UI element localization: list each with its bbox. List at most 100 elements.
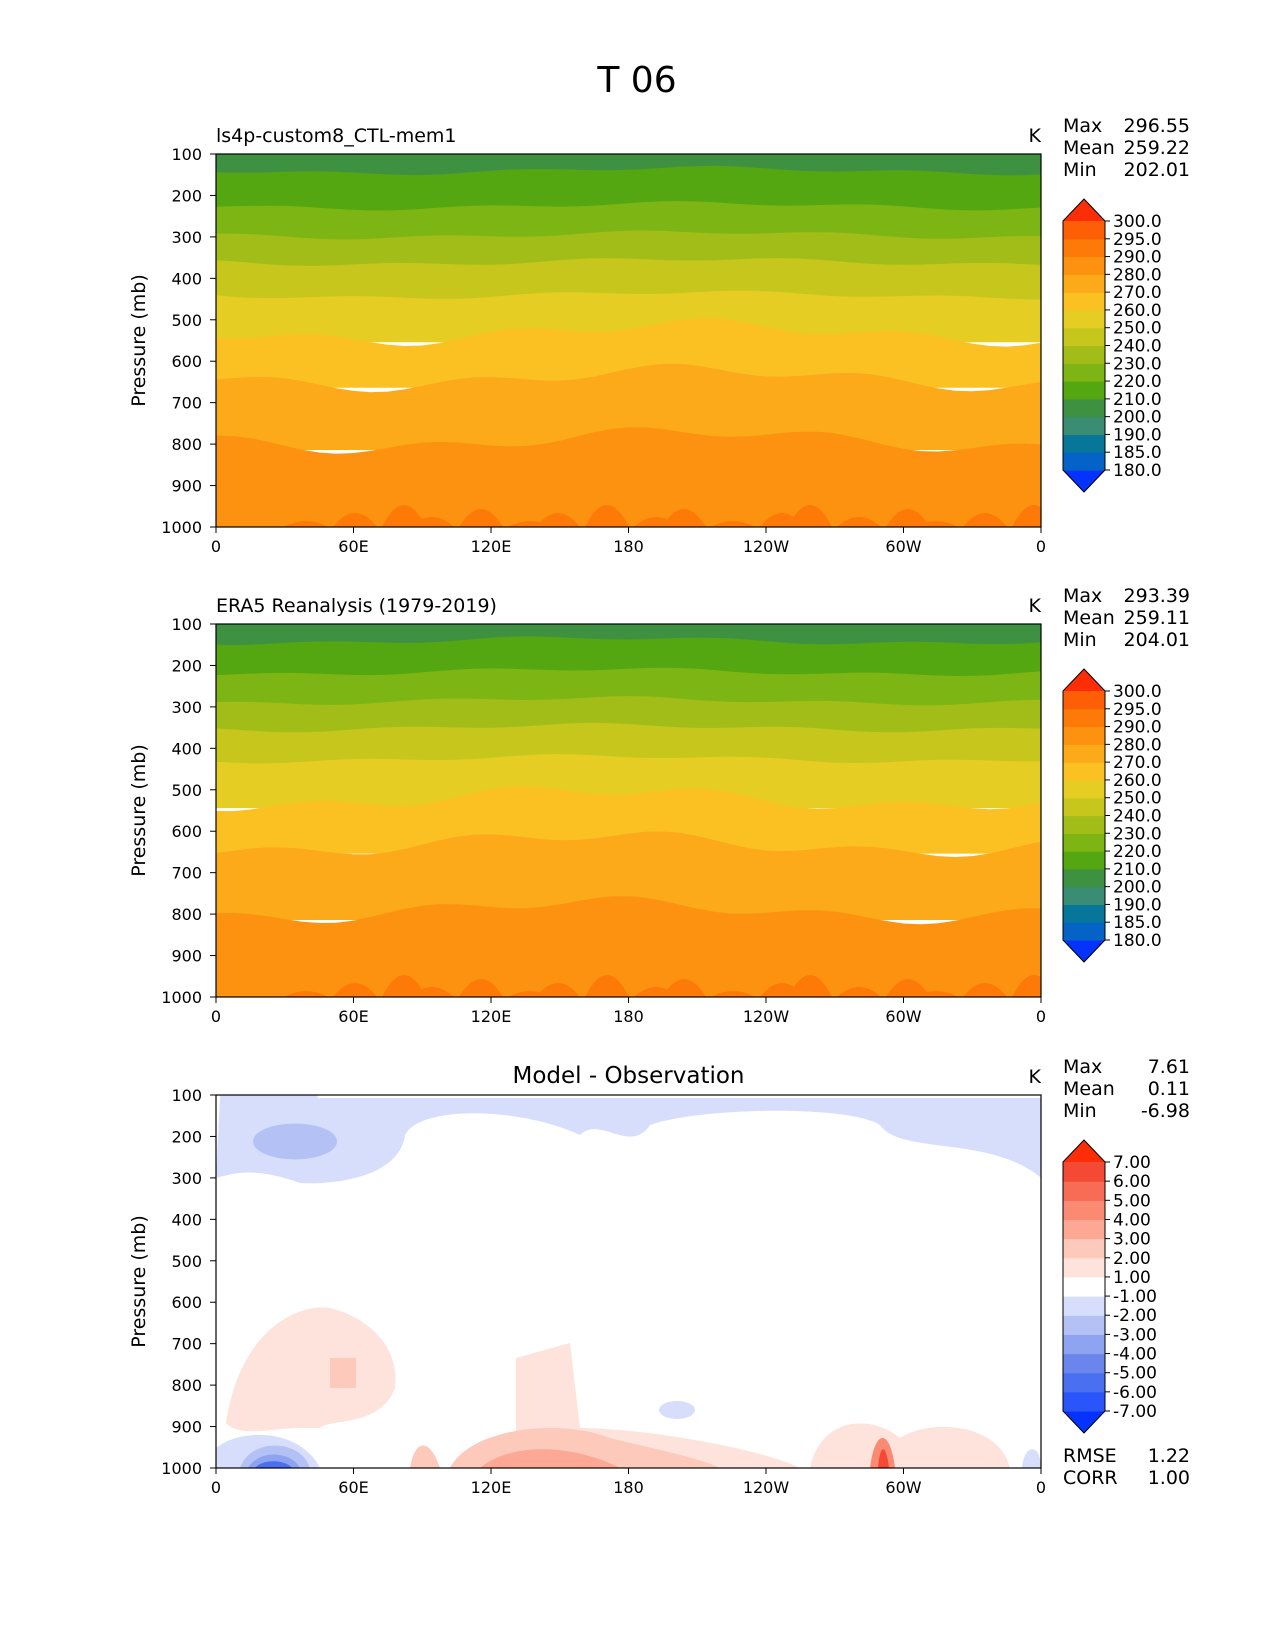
colorbar-label: 250.0 bbox=[1113, 789, 1162, 809]
colorbar-label: -7.00 bbox=[1113, 1402, 1157, 1422]
contour-band bbox=[216, 258, 1041, 305]
colorbar-label: 270.0 bbox=[1113, 283, 1162, 303]
colorbar-label: 190.0 bbox=[1113, 895, 1162, 915]
colorbar-label: 1.00 bbox=[1113, 1268, 1151, 1288]
panels: ls4p-custom8_CTL-mem1 K 100 200 300 400 500 600… bbox=[128, 115, 1190, 1497]
contour-band bbox=[216, 754, 1041, 809]
x-tick-label: 60W bbox=[885, 1007, 921, 1026]
warm-patch bbox=[914, 521, 958, 527]
colorbar-segment bbox=[1063, 851, 1105, 870]
y-tick-label: 300 bbox=[171, 698, 202, 717]
colorbar-label: -4.00 bbox=[1113, 1345, 1157, 1365]
y-axis-label: Pressure (mb) bbox=[128, 1215, 150, 1348]
y-tick-label: 900 bbox=[171, 947, 202, 966]
colorbar-label: 295.0 bbox=[1113, 700, 1162, 720]
contour-band bbox=[216, 290, 1041, 343]
x-tick-label: 120W bbox=[743, 1478, 790, 1497]
y-tick-label: 800 bbox=[171, 435, 202, 454]
warm-patch bbox=[459, 509, 503, 527]
warm-patch bbox=[963, 513, 1007, 527]
stat-value: 293.39 bbox=[1124, 585, 1190, 607]
units-label: K bbox=[1029, 595, 1042, 617]
colorbar-segment bbox=[1063, 691, 1105, 710]
x-tick-label: 0 bbox=[1036, 1007, 1046, 1026]
y-tick-label: 200 bbox=[171, 186, 202, 205]
y-tick-label: 600 bbox=[171, 352, 202, 371]
colorbar-label: 180.0 bbox=[1113, 461, 1162, 481]
warm-patch bbox=[662, 979, 706, 997]
contour-band bbox=[216, 896, 1041, 997]
colorbar-label: 3.00 bbox=[1113, 1230, 1151, 1250]
warm-patch bbox=[410, 987, 454, 997]
colorbar-segment bbox=[1063, 381, 1105, 400]
plot-area bbox=[216, 1095, 1041, 1468]
warm-patch bbox=[284, 991, 328, 997]
contour-band bbox=[216, 831, 1041, 920]
x-tick-label: 60E bbox=[338, 1007, 368, 1026]
colorbar-label: 300.0 bbox=[1113, 682, 1162, 702]
colorbar-label: -6.00 bbox=[1113, 1383, 1157, 1403]
x-tick-label: 60E bbox=[338, 1478, 368, 1497]
colorbar-label: -3.00 bbox=[1113, 1325, 1157, 1345]
x-tick-label: 60E bbox=[338, 537, 368, 556]
stat-label: Mean bbox=[1063, 607, 1115, 629]
y-tick-label: 1000 bbox=[161, 988, 202, 1007]
stat-value: 259.22 bbox=[1124, 137, 1190, 159]
units-label: K bbox=[1029, 125, 1042, 147]
y-tick-label: 900 bbox=[171, 1418, 202, 1437]
colorbar-label: 4.00 bbox=[1113, 1210, 1151, 1230]
colorbar-segment bbox=[1063, 345, 1105, 364]
warm-patch bbox=[886, 979, 930, 997]
colorbar-segment bbox=[1063, 1238, 1105, 1259]
y-tick-label: 100 bbox=[171, 615, 202, 634]
y-tick-label: 200 bbox=[171, 1127, 202, 1146]
colorbar-segment bbox=[1063, 256, 1105, 275]
colorbar-segment bbox=[1063, 886, 1105, 906]
warm-patch bbox=[788, 505, 832, 527]
stat-value: 296.55 bbox=[1124, 115, 1190, 137]
negative-spot bbox=[659, 1400, 695, 1419]
negative-min bbox=[255, 1461, 292, 1468]
stat-label: RMSE bbox=[1063, 1445, 1117, 1467]
colorbar-segment bbox=[1063, 221, 1105, 240]
colorbar-segment bbox=[1063, 1296, 1105, 1316]
colorbar-segment bbox=[1063, 904, 1105, 923]
colorbar-label: 300.0 bbox=[1113, 212, 1162, 232]
colorbar-label: 190.0 bbox=[1113, 425, 1162, 445]
colorbar-segment bbox=[1063, 363, 1105, 382]
colorbar-segment bbox=[1063, 762, 1105, 781]
stat-label: Min bbox=[1063, 1100, 1097, 1122]
x-tick-label: 120E bbox=[471, 1007, 512, 1026]
colorbar-label: 290.0 bbox=[1113, 718, 1162, 738]
warm-patch bbox=[284, 521, 328, 527]
y-axis-label: Pressure (mb) bbox=[128, 744, 150, 877]
y-tick-label: 200 bbox=[171, 656, 202, 675]
y-tick-label: 700 bbox=[171, 394, 202, 413]
colorbar-label: 200.0 bbox=[1113, 878, 1162, 898]
contour-band bbox=[216, 786, 1041, 854]
warm-patch bbox=[963, 983, 1007, 997]
contour-band bbox=[216, 363, 1041, 450]
colorbar-segment bbox=[1063, 434, 1105, 453]
stat-label: Mean bbox=[1063, 1078, 1115, 1100]
negative-region bbox=[1022, 1449, 1041, 1468]
colorbar-segment bbox=[1063, 1372, 1105, 1393]
colorbar-segment bbox=[1063, 274, 1105, 293]
colorbar-segment bbox=[1063, 726, 1105, 745]
contour-band bbox=[216, 722, 1041, 769]
panel-title: ls4p-custom8_CTL-mem1 bbox=[216, 125, 457, 147]
y-tick-label: 400 bbox=[171, 269, 202, 288]
y-tick-label: 700 bbox=[171, 864, 202, 883]
colorbar-label: 240.0 bbox=[1113, 807, 1162, 827]
warm-patch bbox=[837, 987, 881, 997]
colorbar-segment bbox=[1063, 744, 1105, 763]
colorbar-extend-min bbox=[1063, 940, 1105, 962]
stat-value: 1.22 bbox=[1148, 1445, 1190, 1467]
colorbar-label: 2.00 bbox=[1113, 1249, 1151, 1269]
positive-core bbox=[410, 1445, 440, 1468]
warm-patch bbox=[333, 513, 377, 527]
colorbar-label: 210.0 bbox=[1113, 860, 1162, 880]
y-tick-label: 800 bbox=[171, 905, 202, 924]
warm-patch bbox=[914, 991, 958, 997]
x-tick-label: 0 bbox=[211, 1478, 221, 1497]
